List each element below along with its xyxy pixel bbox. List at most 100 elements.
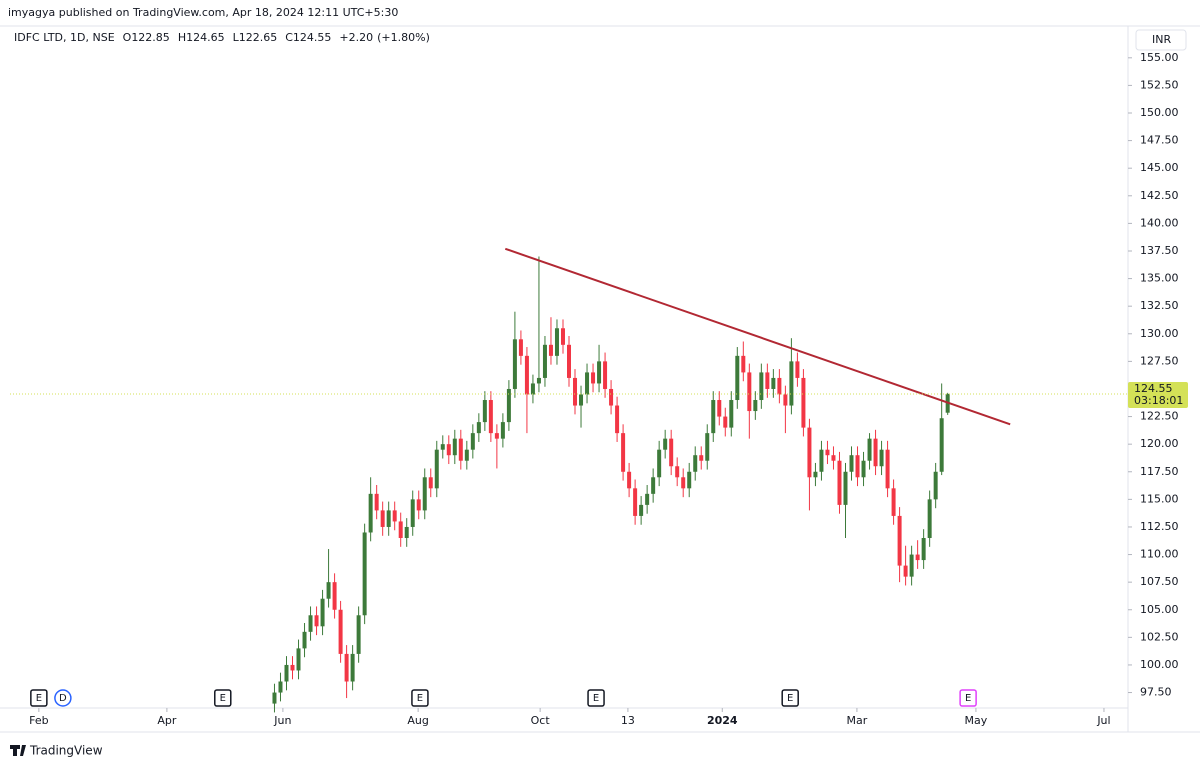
candle-body bbox=[476, 422, 481, 434]
candle-body bbox=[801, 377, 806, 428]
currency-button[interactable] bbox=[1135, 29, 1187, 51]
y-tick-label: 122.50 bbox=[1140, 410, 1179, 423]
candle-body bbox=[693, 455, 698, 472]
earnings-marker bbox=[30, 689, 48, 707]
last-price-label: 124.55 bbox=[1134, 382, 1173, 395]
candle-body bbox=[362, 532, 367, 616]
candle-body bbox=[741, 355, 746, 373]
legend-text: 124.65 bbox=[186, 31, 225, 44]
candle-body bbox=[554, 328, 559, 356]
candle-body bbox=[422, 477, 427, 511]
legend-text: 122.85 bbox=[131, 31, 170, 44]
y-tick-label: 107.50 bbox=[1140, 575, 1179, 588]
event-label: E bbox=[787, 693, 793, 704]
event-label: D bbox=[59, 693, 67, 704]
candle-body bbox=[500, 422, 505, 439]
candle-body bbox=[615, 405, 620, 434]
candle-body bbox=[428, 477, 433, 489]
candle-body bbox=[933, 471, 938, 500]
candle-body bbox=[645, 493, 650, 505]
candle-body bbox=[560, 328, 565, 345]
y-tick-label: 130.00 bbox=[1140, 327, 1179, 340]
candle-body bbox=[855, 455, 860, 478]
candle-body bbox=[789, 361, 794, 406]
y-tick-label: 97.50 bbox=[1140, 686, 1172, 699]
candle-body bbox=[729, 400, 734, 428]
candle-body bbox=[542, 344, 547, 378]
candle-body bbox=[332, 582, 337, 610]
candle-body bbox=[524, 355, 529, 395]
candle-body bbox=[452, 438, 457, 456]
legend-text: 122.65 bbox=[239, 31, 278, 44]
event-label: E bbox=[220, 693, 226, 704]
candle-body bbox=[927, 499, 932, 538]
publish-note: imyagya published on TradingView.com, Ap… bbox=[8, 6, 398, 19]
earnings-marker bbox=[587, 689, 605, 707]
x-tick-label: 2024 bbox=[707, 714, 738, 727]
y-tick-label: 127.50 bbox=[1140, 354, 1179, 367]
candle-body bbox=[591, 372, 596, 384]
candle-body bbox=[470, 433, 475, 450]
currency-label[interactable]: INR bbox=[1152, 33, 1171, 46]
candle-body bbox=[891, 488, 896, 516]
candle-body bbox=[518, 339, 523, 356]
candle-body bbox=[921, 538, 926, 561]
candle-body bbox=[885, 449, 890, 489]
x-tick-label: Oct bbox=[531, 714, 551, 727]
legend-text: C bbox=[285, 31, 293, 44]
candle-body bbox=[609, 388, 614, 406]
candle-body bbox=[915, 554, 920, 561]
event-label: E bbox=[593, 693, 599, 704]
candle-body bbox=[350, 653, 355, 682]
y-tick-label: 135.00 bbox=[1140, 272, 1179, 285]
brand-logo bbox=[10, 745, 26, 756]
candle-body bbox=[765, 372, 770, 389]
legend-text: 124.55 bbox=[293, 31, 332, 44]
legend-text: O bbox=[123, 31, 132, 44]
candle-body bbox=[711, 400, 716, 434]
earnings-marker bbox=[959, 689, 977, 707]
candle-body bbox=[627, 471, 632, 489]
candle-body bbox=[338, 609, 343, 654]
candle-body bbox=[536, 377, 541, 384]
candle-body bbox=[344, 653, 349, 682]
candle-body bbox=[464, 449, 469, 461]
candle-body bbox=[939, 418, 944, 472]
y-tick-label: 140.00 bbox=[1140, 216, 1179, 229]
candle-body bbox=[651, 477, 656, 494]
candle-body bbox=[398, 521, 403, 538]
x-tick-label: 13 bbox=[621, 714, 635, 727]
legend-text: H bbox=[178, 31, 186, 44]
candle-body bbox=[879, 449, 884, 467]
candle-body bbox=[897, 515, 902, 566]
candle-body bbox=[909, 554, 914, 577]
candle-body bbox=[458, 438, 463, 461]
candle-body bbox=[819, 449, 824, 472]
countdown-label: 03:18:01 bbox=[1134, 394, 1183, 407]
candle-body bbox=[380, 510, 385, 527]
y-tick-label: 142.50 bbox=[1140, 189, 1179, 202]
candle-body bbox=[278, 681, 283, 693]
candle-body bbox=[308, 615, 313, 632]
legend-text: +2.20 bbox=[339, 31, 373, 44]
candle-body bbox=[603, 361, 608, 389]
brand-name: TradingView bbox=[29, 744, 103, 758]
candle-body bbox=[290, 664, 295, 671]
candle-body bbox=[446, 444, 451, 456]
candle-body bbox=[434, 449, 439, 489]
earnings-marker bbox=[781, 689, 799, 707]
y-tick-label: 132.50 bbox=[1140, 299, 1179, 312]
candle-body bbox=[735, 355, 740, 401]
y-tick-label: 110.00 bbox=[1140, 548, 1179, 561]
legend-text: IDFC LTD, 1D, NSE bbox=[14, 31, 115, 44]
candle-body bbox=[699, 455, 704, 461]
candle-body bbox=[488, 400, 493, 434]
candle-body bbox=[723, 416, 728, 428]
candle-body bbox=[567, 344, 571, 378]
candle-body bbox=[825, 449, 830, 456]
candle-body bbox=[873, 438, 878, 467]
x-tick-label: Jul bbox=[1096, 714, 1110, 727]
plot bbox=[10, 247, 1128, 713]
candle-body bbox=[374, 493, 379, 511]
legend-text: L bbox=[233, 31, 240, 44]
